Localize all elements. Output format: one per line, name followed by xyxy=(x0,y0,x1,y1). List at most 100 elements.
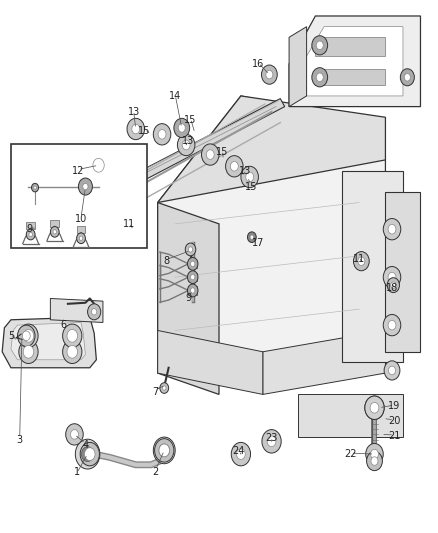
Polygon shape xyxy=(158,96,385,203)
Circle shape xyxy=(155,439,174,462)
Circle shape xyxy=(250,235,254,239)
Circle shape xyxy=(53,230,57,234)
Text: 8: 8 xyxy=(163,256,170,266)
Circle shape xyxy=(162,386,166,390)
Circle shape xyxy=(262,430,281,453)
Circle shape xyxy=(247,232,256,243)
Circle shape xyxy=(358,257,365,265)
Circle shape xyxy=(389,366,396,375)
Polygon shape xyxy=(289,27,307,107)
Circle shape xyxy=(153,124,171,145)
Circle shape xyxy=(50,227,59,237)
Circle shape xyxy=(67,345,78,358)
Text: 6: 6 xyxy=(60,320,67,330)
Text: 10: 10 xyxy=(75,214,87,223)
Text: 1: 1 xyxy=(74,467,80,477)
Circle shape xyxy=(231,442,251,466)
Circle shape xyxy=(71,430,78,439)
Polygon shape xyxy=(315,37,385,56)
Circle shape xyxy=(23,345,34,358)
Circle shape xyxy=(185,243,196,256)
Circle shape xyxy=(78,178,92,195)
Polygon shape xyxy=(188,273,197,281)
Circle shape xyxy=(153,437,175,464)
Polygon shape xyxy=(11,322,85,360)
Text: 17: 17 xyxy=(252,238,265,247)
Circle shape xyxy=(388,272,396,282)
Polygon shape xyxy=(315,69,385,85)
Circle shape xyxy=(237,449,245,459)
Circle shape xyxy=(80,442,99,466)
Circle shape xyxy=(316,41,323,50)
Polygon shape xyxy=(307,27,403,96)
Circle shape xyxy=(88,304,101,320)
Circle shape xyxy=(371,449,378,459)
Circle shape xyxy=(388,224,396,234)
Text: 9: 9 xyxy=(27,224,33,234)
Polygon shape xyxy=(50,220,59,227)
Circle shape xyxy=(400,69,414,86)
Text: 24: 24 xyxy=(233,447,245,456)
Polygon shape xyxy=(289,16,420,107)
Circle shape xyxy=(63,340,82,364)
Circle shape xyxy=(312,36,328,55)
Circle shape xyxy=(187,257,198,270)
Text: 7: 7 xyxy=(152,387,159,397)
Text: 18: 18 xyxy=(386,283,398,293)
Circle shape xyxy=(391,282,396,288)
Circle shape xyxy=(230,161,238,171)
Circle shape xyxy=(370,402,379,413)
Circle shape xyxy=(267,436,276,447)
Circle shape xyxy=(19,324,38,348)
Polygon shape xyxy=(158,96,385,373)
Circle shape xyxy=(159,444,170,457)
Circle shape xyxy=(316,73,323,82)
Circle shape xyxy=(67,329,78,342)
Text: 15: 15 xyxy=(184,115,197,125)
Polygon shape xyxy=(2,317,96,368)
Circle shape xyxy=(201,144,219,165)
Circle shape xyxy=(75,439,100,469)
Polygon shape xyxy=(342,171,403,362)
Circle shape xyxy=(384,361,400,380)
Circle shape xyxy=(85,448,95,461)
Text: 15: 15 xyxy=(216,147,229,157)
Circle shape xyxy=(77,233,85,244)
Circle shape xyxy=(261,65,277,84)
Polygon shape xyxy=(120,99,285,189)
Circle shape xyxy=(188,247,193,252)
Circle shape xyxy=(87,151,110,179)
Text: 15: 15 xyxy=(245,182,257,191)
Text: 13: 13 xyxy=(182,136,194,146)
Circle shape xyxy=(29,232,32,237)
Circle shape xyxy=(387,278,399,293)
Polygon shape xyxy=(188,260,197,268)
Circle shape xyxy=(226,156,243,177)
Circle shape xyxy=(191,288,195,293)
Polygon shape xyxy=(158,330,263,394)
Polygon shape xyxy=(77,226,85,233)
Circle shape xyxy=(182,140,190,150)
Circle shape xyxy=(206,150,214,159)
Circle shape xyxy=(191,274,195,280)
Circle shape xyxy=(241,166,258,188)
Polygon shape xyxy=(263,330,385,394)
Polygon shape xyxy=(158,203,219,394)
Polygon shape xyxy=(385,192,420,352)
Circle shape xyxy=(246,172,254,182)
Text: 23: 23 xyxy=(265,433,278,443)
Circle shape xyxy=(365,396,384,419)
Circle shape xyxy=(23,329,34,342)
Text: 9: 9 xyxy=(185,294,191,303)
Circle shape xyxy=(365,396,384,419)
Polygon shape xyxy=(298,394,403,437)
Bar xyxy=(11,144,147,248)
Circle shape xyxy=(66,424,83,445)
Circle shape xyxy=(191,261,195,266)
Circle shape xyxy=(19,340,38,364)
Circle shape xyxy=(32,183,39,192)
Text: 11: 11 xyxy=(353,254,365,263)
Circle shape xyxy=(160,383,169,393)
Circle shape xyxy=(93,158,104,172)
Circle shape xyxy=(81,447,94,462)
